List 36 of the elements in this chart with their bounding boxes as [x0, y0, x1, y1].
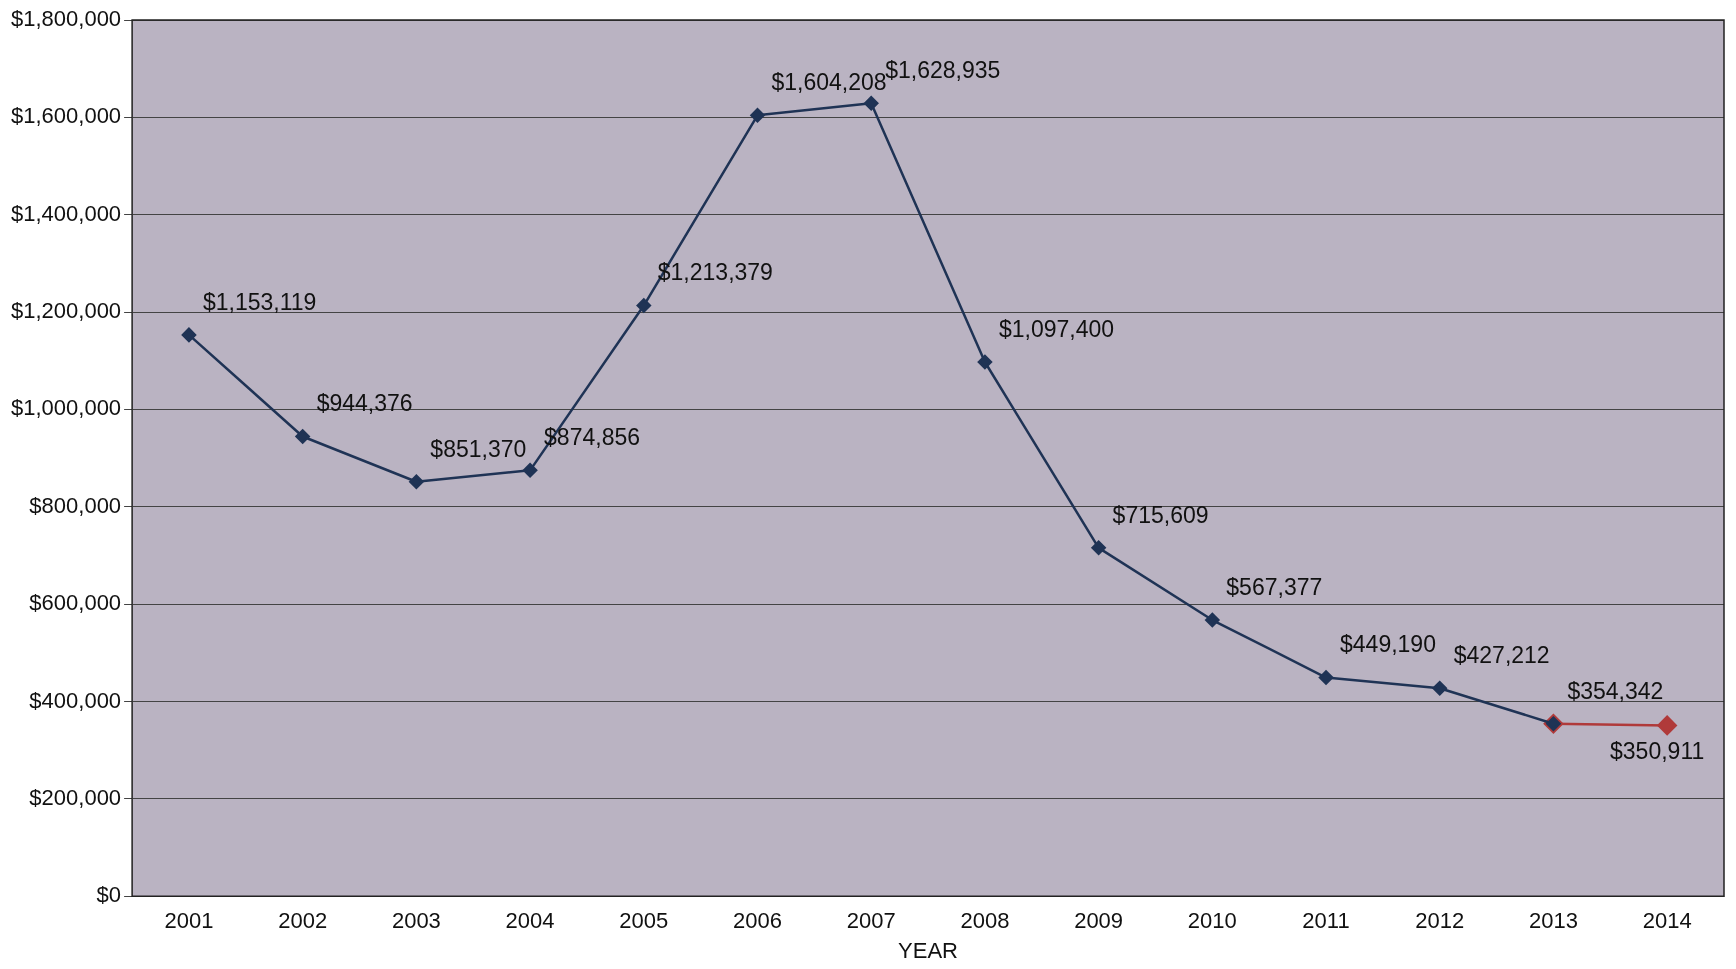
- x-tick-label: 2006: [733, 908, 782, 934]
- y-tick-label: $1,600,000: [11, 103, 122, 129]
- data-label: $1,604,208: [771, 69, 887, 96]
- y-tick-label: $0: [96, 882, 122, 908]
- x-tick-label: 2014: [1642, 908, 1692, 934]
- data-label: $354,342: [1567, 677, 1664, 704]
- x-tick-label: 2001: [164, 908, 214, 934]
- x-tick-label: 2013: [1528, 908, 1578, 934]
- y-tick-label: $1,800,000: [11, 6, 122, 32]
- y-tick-label: $600,000: [29, 590, 122, 616]
- data-label: $715,609: [1112, 501, 1209, 528]
- data-label: $449,190: [1340, 631, 1436, 658]
- data-label: $427,212: [1453, 642, 1550, 669]
- data-label: $1,628,935: [885, 57, 1001, 84]
- x-tick-label: 2005: [619, 908, 669, 934]
- y-tick-label: $400,000: [29, 687, 122, 713]
- y-tick-label: $1,200,000: [11, 298, 122, 324]
- data-label: $851,370: [430, 435, 527, 462]
- data-label: $350,911: [1610, 738, 1705, 765]
- x-tick-label: 2012: [1415, 908, 1465, 934]
- x-tick-label: 2007: [846, 908, 896, 934]
- data-label: $567,377: [1226, 573, 1323, 600]
- y-tick-label: $800,000: [29, 492, 122, 518]
- y-tick-label: $1,400,000: [11, 200, 122, 226]
- data-label: $1,153,119: [202, 288, 317, 315]
- x-tick-label: 2009: [1074, 908, 1124, 934]
- x-tick-label: 2002: [278, 908, 328, 934]
- x-tick-label: 2010: [1187, 908, 1237, 934]
- y-tick-label: $1,000,000: [11, 395, 122, 421]
- y-tick-label: $200,000: [29, 784, 122, 810]
- data-label: $1,097,400: [998, 315, 1115, 342]
- x-tick-label: 2011: [1302, 908, 1350, 934]
- x-axis-title: YEAR: [898, 937, 959, 963]
- x-tick-label: 2003: [391, 908, 441, 934]
- x-tick-label: 2004: [505, 908, 555, 934]
- x-tick-label: 2008: [960, 908, 1010, 934]
